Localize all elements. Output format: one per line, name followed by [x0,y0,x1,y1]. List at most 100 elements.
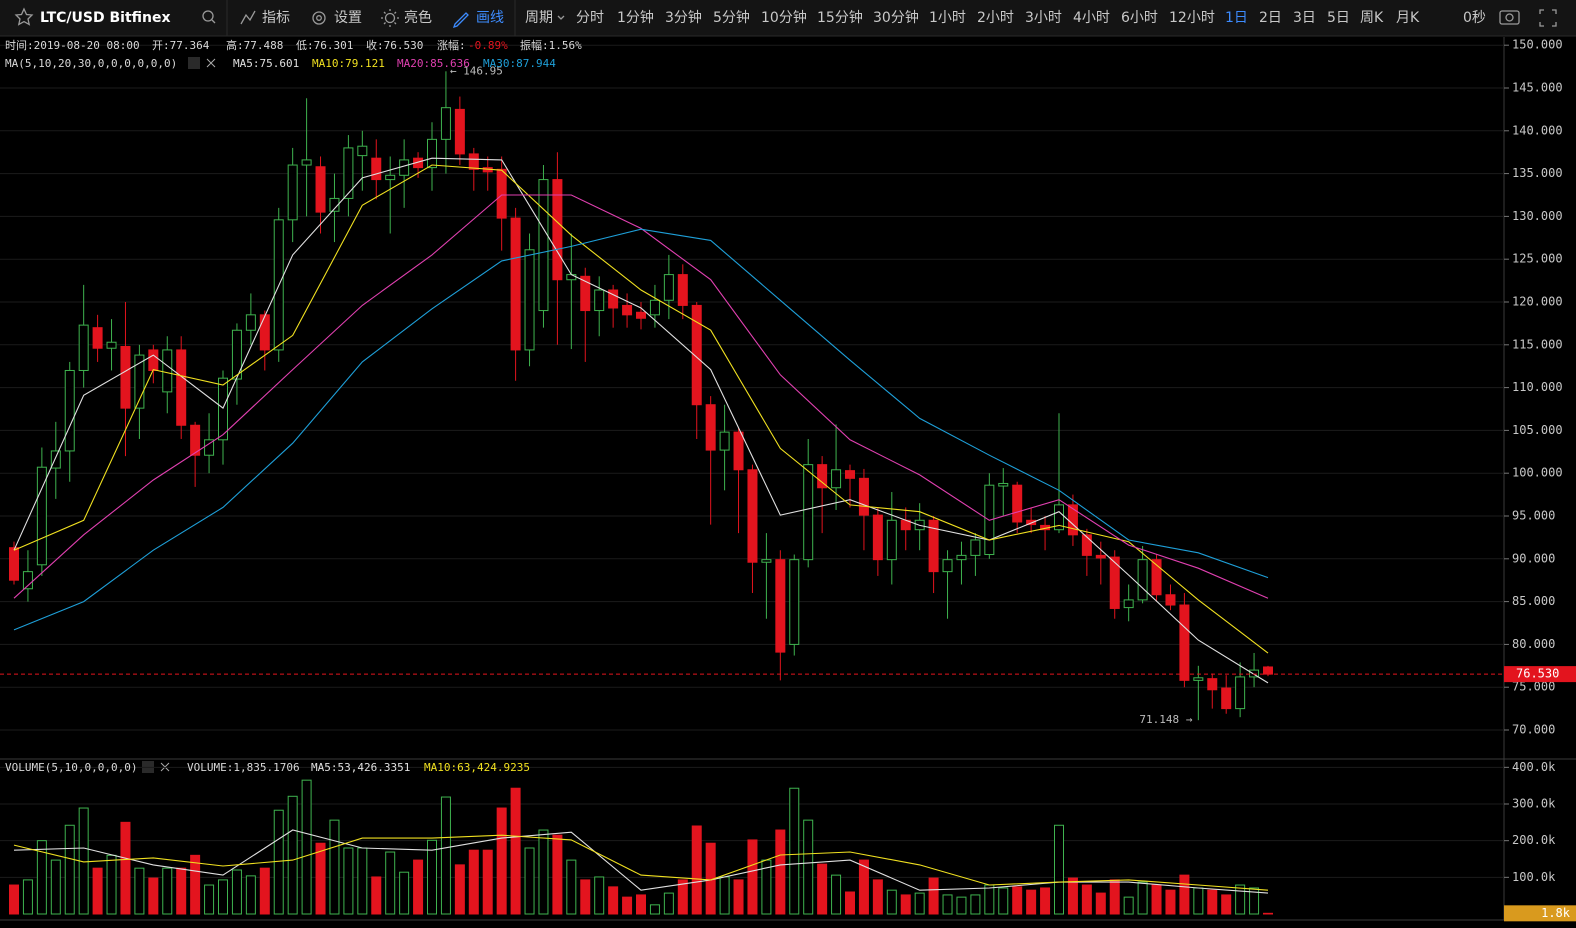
fullscreen-icon[interactable] [1539,9,1557,27]
candle-body [204,439,215,456]
settings-icon[interactable] [312,11,326,25]
favorite-icon[interactable] [14,7,34,26]
candle-body [245,314,256,331]
candle-body [1137,559,1148,601]
candle-body [998,482,1009,487]
light-icon[interactable] [381,9,399,27]
volume-bar [357,847,368,915]
volume-bar [427,839,437,915]
candle-body [663,274,674,301]
period-button[interactable]: 12小时 [1169,10,1215,26]
y-tick-label: 90.000 [1512,551,1555,565]
candle-body [608,289,619,309]
volume-bar [1179,874,1190,915]
volume-bar [831,874,842,915]
candle-body [36,466,47,566]
ma-legend-icons[interactable] [188,57,216,69]
period-button[interactable]: 3小时 [1025,10,1062,26]
volume-bar [1249,887,1260,915]
candle-body [385,174,396,181]
y-tick-label: 115.000 [1512,337,1563,351]
volume-bar [1235,884,1246,915]
period-button[interactable]: 4小时 [1073,10,1110,26]
volume-bar [50,859,61,915]
indicator-icon[interactable] [240,10,256,25]
volume-bar [1026,889,1037,915]
tool-button[interactable]: 设置 [334,10,362,26]
volume-bar [496,807,507,915]
candle-body [1123,599,1134,609]
period-button[interactable]: 30分钟 [873,9,919,26]
volume-bar [622,896,633,915]
ma-line [13,228,1269,631]
candle-body [761,559,772,563]
period-button[interactable]: 1分钟 [617,9,654,26]
volume-bar [1207,889,1218,915]
volume-bar [1165,889,1176,915]
camera-icon[interactable] [1499,10,1520,25]
draw-icon[interactable] [452,12,469,29]
legend-item: MA5:53,426.3351 [311,761,410,774]
volume-bar [663,892,674,915]
last-volume-label: 1.8k [1541,906,1571,920]
period-button[interactable]: 6小时 [1121,10,1158,26]
candle-body [1193,677,1204,681]
volume-bar [385,851,396,915]
candle-body [106,341,117,349]
period-button[interactable]: 周K [1360,10,1384,26]
candle-body [705,404,716,451]
volume-bar [482,849,493,915]
candle-body [1165,594,1176,606]
y-tick-label: 145.000 [1512,80,1563,94]
candle-body [78,324,89,371]
volume-bar [1263,912,1273,915]
volume-bar [998,887,1009,915]
volume-bar [594,876,605,915]
period-menu[interactable]: 周期 [525,10,553,26]
volume-bar [552,834,563,915]
period-button[interactable]: 1小时 [929,10,966,26]
extreme-annotation: 71.148 → [1139,713,1192,726]
candle-body [649,299,660,316]
period-button[interactable]: 月K [1396,10,1420,26]
period-button[interactable]: 分时 [576,10,604,26]
period-button[interactable]: 2日 [1259,10,1282,26]
volume-bar [636,894,646,915]
tool-button[interactable]: 画线 [476,10,504,26]
volume-bar [956,896,967,915]
volume-bar [218,879,228,915]
period-button[interactable]: 3分钟 [665,9,702,26]
volume-bar [1221,894,1232,915]
period-button[interactable]: 2小时 [977,10,1014,26]
candle-body [1235,676,1246,710]
tool-button[interactable]: 指标 [262,10,290,26]
volume-bar [148,877,159,915]
search-icon[interactable] [202,10,216,24]
period-button[interactable]: 5分钟 [713,9,750,26]
y-tick-label: 95.000 [1512,509,1555,523]
y-tick-label: 150.000 [1512,38,1563,52]
volume-bar [329,819,340,915]
y-tick-label: 140.000 [1512,123,1563,137]
volume-bar [1151,884,1162,915]
candle-body [454,108,465,155]
dropdown-icon[interactable] [557,15,565,20]
candle-body [594,289,605,312]
candle-body [845,470,855,479]
last-price-box [1504,666,1576,683]
ma-line [13,194,1269,599]
volume-bar [399,871,410,915]
candle-body [510,217,521,351]
candle-body [176,349,187,426]
volume-bar [245,875,256,915]
volume-bar [747,839,758,915]
period-button[interactable]: 1日 [1225,10,1248,26]
period-button[interactable]: 3日 [1293,10,1316,26]
candle-body [259,314,270,351]
period-button[interactable]: 5日 [1327,10,1350,26]
volume-bar [649,904,660,915]
period-button[interactable]: 10分钟 [761,9,807,26]
period-button[interactable]: 15分钟 [817,9,863,26]
candle-body [719,431,730,451]
tool-button[interactable]: 亮色 [404,9,432,26]
